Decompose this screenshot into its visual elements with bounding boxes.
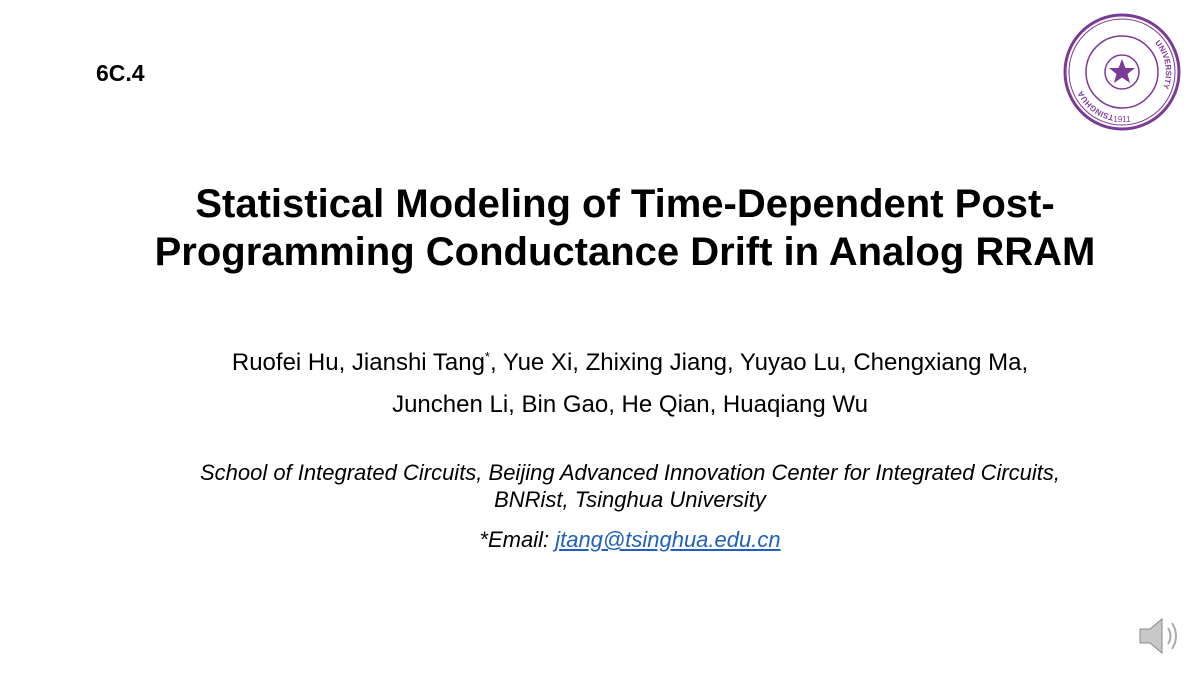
logo: TSINGHUA UNIVERSITY 1911 bbox=[1063, 13, 1181, 131]
logo-ring bbox=[1085, 35, 1159, 109]
authors-text: Ruofei Hu, Jianshi Tang bbox=[231, 349, 485, 376]
title-line: Statistical Modeling of Time-Dependent P… bbox=[195, 182, 1055, 226]
email-label: *Email: bbox=[479, 527, 550, 552]
title-line: Programming Conductance Drift in Analog … bbox=[154, 230, 1096, 274]
authors: Ruofei Hu, Jianshi Tang*, Yue Xi, Zhixin… bbox=[0, 336, 1200, 426]
logo-ring bbox=[1063, 13, 1181, 131]
affiliation: School of Integrated Circuits, Beijing A… bbox=[0, 459, 1200, 513]
author-line: Ruofei Hu, Jianshi Tang*, Yue Xi, Zhixin… bbox=[0, 336, 1200, 384]
email-link[interactable]: jtang@tsinghua.edu.cn bbox=[555, 527, 781, 552]
logo-star bbox=[1109, 59, 1135, 83]
audio-icon[interactable] bbox=[1136, 614, 1186, 658]
logo-year: 1911 bbox=[1113, 115, 1131, 124]
email: *Email: jtang@tsinghua.edu.cn bbox=[0, 527, 1200, 553]
speaker bbox=[1139, 617, 1163, 655]
title: Statistical Modeling of Time-Dependent P… bbox=[0, 180, 1200, 276]
logo-ring bbox=[1068, 18, 1176, 126]
logo-ring bbox=[1104, 54, 1140, 90]
slide-number: 6C.4 bbox=[96, 60, 145, 86]
affiliation-line: BNRist, Tsinghua University bbox=[494, 487, 766, 512]
corresponding-mark: * bbox=[484, 349, 490, 364]
author-line: Junchen Li, Bin Gao, He Qian, Huaqiang W… bbox=[392, 391, 868, 418]
sound-waves bbox=[1167, 622, 1177, 650]
affiliation-line: School of Integrated Circuits, Beijing A… bbox=[199, 460, 1061, 485]
authors-text: , Yue Xi, Zhixing Jiang, Yuyao Lu, Cheng… bbox=[489, 349, 1029, 376]
